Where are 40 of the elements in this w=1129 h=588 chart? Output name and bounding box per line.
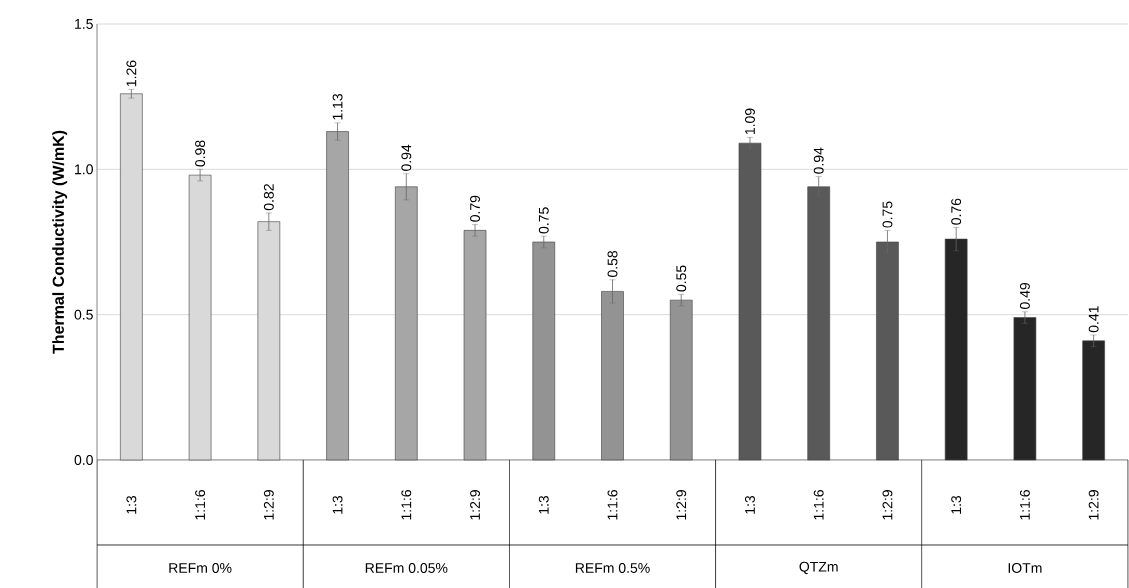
x-tick-label: 1:2:9 bbox=[1088, 489, 1099, 520]
x-tick-label: 1:3 bbox=[745, 495, 755, 514]
x-tick-label: 1:3 bbox=[538, 495, 549, 514]
y-axis-title: Thermal Conductivity (W/mK) bbox=[52, 130, 68, 354]
text: REFm 0.5% bbox=[575, 562, 650, 573]
data-label: 1.13 bbox=[332, 93, 343, 120]
data-label: 0.98 bbox=[195, 140, 206, 167]
y-tick-label: 1.5 bbox=[75, 18, 93, 29]
data-label: 0.94 bbox=[401, 144, 412, 171]
x-tick-label: 1:1:6 bbox=[1019, 489, 1030, 520]
data-label: 0.82 bbox=[263, 183, 274, 210]
data-label: 1.26 bbox=[126, 60, 137, 86]
x-tick-label: 1:1:6 bbox=[813, 489, 824, 520]
text: REFm 0% bbox=[169, 562, 232, 573]
x-tick-label: 1:3 bbox=[126, 495, 137, 514]
x-tick-label: 1:2:9 bbox=[676, 489, 687, 520]
data-label: 0.75 bbox=[882, 201, 893, 228]
y-tick-label: 1.0 bbox=[75, 164, 93, 175]
data-label: 0.94 bbox=[813, 147, 824, 174]
x-tick-label: 1:2:9 bbox=[882, 489, 893, 520]
x-tick-label: 1:3 bbox=[951, 495, 962, 514]
data-label: 0.58 bbox=[607, 250, 618, 277]
data-label: 0.55 bbox=[676, 265, 687, 292]
data-label: 0.75 bbox=[538, 207, 549, 234]
x-tick-label: 1:2:9 bbox=[263, 489, 274, 520]
x-tick-label: 1:3 bbox=[332, 495, 343, 514]
x-tick-label: 1:2:9 bbox=[470, 489, 480, 520]
x-tick-label: 1:1:6 bbox=[401, 489, 412, 520]
text: IOTm bbox=[1008, 562, 1042, 573]
x-tick-label: 1:1:6 bbox=[195, 489, 206, 520]
data-label: 0.76 bbox=[951, 198, 962, 225]
text: REFm 0.05% bbox=[365, 562, 448, 573]
data-label: 1.09 bbox=[745, 108, 755, 134]
x-tick-label: 1:1:6 bbox=[607, 489, 618, 520]
data-label: 0.49 bbox=[1019, 282, 1030, 309]
y-tick-label: 0.5 bbox=[74, 309, 93, 320]
data-label: 0.79 bbox=[470, 195, 480, 222]
y-tick-label: 0.0 bbox=[74, 454, 93, 465]
data-label: 0.41 bbox=[1088, 306, 1099, 333]
text: QTZm bbox=[799, 561, 838, 575]
